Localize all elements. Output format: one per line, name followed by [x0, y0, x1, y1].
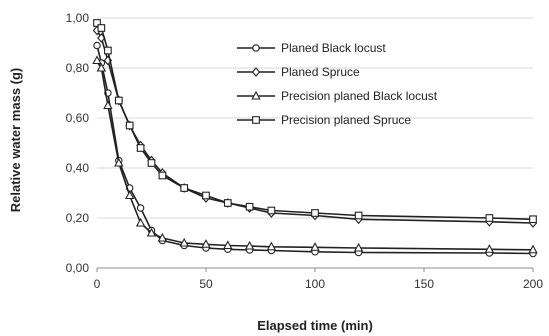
x-axis-title: Elapsed time (min): [257, 318, 373, 333]
legend-marker: [252, 44, 260, 52]
x-tick-label: 200: [523, 277, 543, 291]
data-point: [180, 184, 189, 192]
data-point: [114, 96, 123, 105]
data-point: [104, 46, 112, 55]
data-point: [267, 206, 276, 215]
y-tick-label: 1,00: [66, 11, 90, 25]
y-tick-label: 0,60: [66, 111, 90, 125]
y-axis-title: Relative water mass (g): [8, 68, 23, 213]
data-point: [528, 244, 538, 254]
data-point: [158, 171, 167, 180]
data-point: [179, 237, 189, 247]
data-point: [202, 191, 210, 200]
data-point: [147, 159, 156, 167]
data-point: [97, 24, 106, 32]
data-point: [223, 199, 232, 207]
x-tick-label: 150: [414, 277, 434, 291]
data-point: [266, 241, 277, 251]
data-point: [92, 55, 102, 65]
legend-label: Precision planed Black locust: [281, 89, 438, 103]
data-point: [136, 144, 145, 152]
legend-label: Planed Spruce: [281, 65, 360, 79]
data-point: [244, 240, 255, 250]
legend-entry: Precision planed Black locust: [237, 89, 438, 103]
data-point: [96, 62, 107, 72]
legend-marker: [252, 116, 260, 124]
y-tick-label: 0,80: [66, 61, 90, 75]
x-tick-label: 0: [94, 277, 101, 291]
data-point: [93, 41, 101, 50]
data-point: [114, 157, 124, 167]
data-point: [124, 190, 135, 200]
series-layer: [92, 19, 538, 258]
data-point: [125, 121, 134, 130]
data-point: [353, 242, 364, 252]
data-point: [135, 217, 146, 227]
legend-marker: [251, 90, 261, 100]
data-point: [484, 244, 495, 253]
legend-label: Precision planed Spruce: [281, 113, 411, 127]
data-point: [311, 209, 319, 217]
data-point: [223, 240, 233, 250]
data-point: [93, 19, 101, 27]
data-point: [146, 227, 157, 237]
data-point: [485, 214, 494, 222]
data-point: [245, 202, 254, 211]
data-point: [103, 100, 113, 110]
series-3: [92, 55, 538, 254]
y-tick-label: 0,20: [66, 211, 90, 225]
x-tick-label: 50: [199, 277, 213, 291]
data-point: [201, 239, 211, 248]
legend-entry: Precision planed Spruce: [237, 113, 411, 127]
series-4: [93, 19, 537, 224]
legend-entry: Planed Black locust: [237, 41, 386, 55]
x-tick-label: 100: [305, 277, 325, 291]
data-point: [354, 211, 363, 220]
data-point: [157, 232, 168, 242]
y-tick-label: 0,40: [66, 161, 90, 175]
data-point: [529, 215, 537, 224]
y-tick-label: 0,00: [66, 261, 90, 275]
axes: 0,00 0,20 0,40 0,60 0,80 1,00 0 50 100 150 200: [66, 11, 544, 291]
legend-label: Planed Black locust: [281, 41, 386, 55]
legend-entry: Planed Spruce: [237, 65, 360, 79]
data-point: [310, 242, 320, 251]
legend-marker: [251, 67, 261, 77]
legend: Planed Black locust Planed Spruce Precisio…: [237, 41, 438, 127]
data-point: [136, 204, 145, 212]
